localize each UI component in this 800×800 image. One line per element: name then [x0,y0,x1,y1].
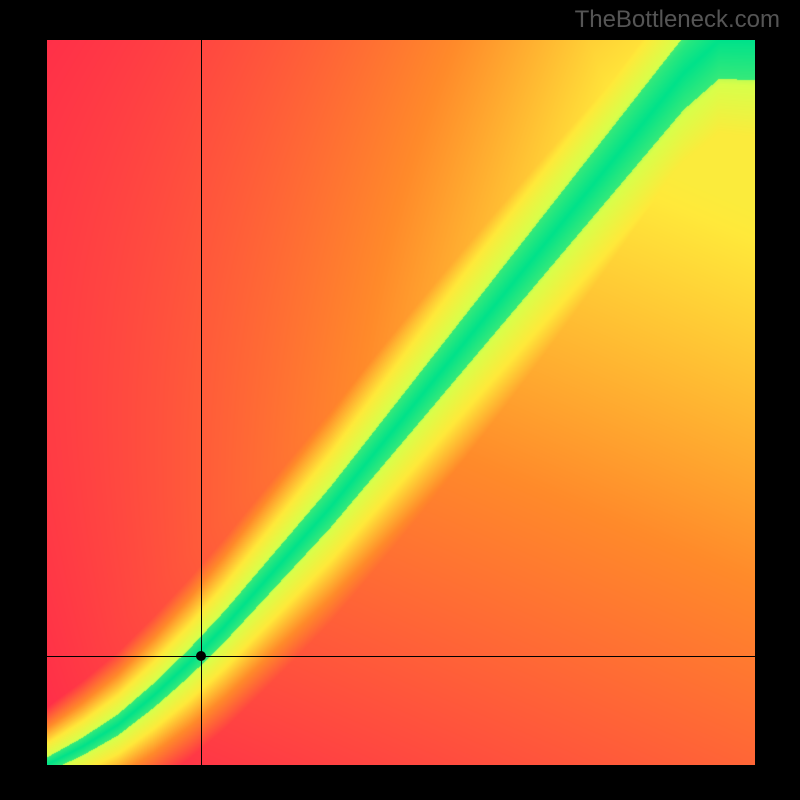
crosshair-horizontal [47,656,755,657]
figure-root: TheBottleneck.com [0,0,800,800]
heatmap-plot-area [47,40,755,765]
data-point-marker [196,651,206,661]
watermark-text: TheBottleneck.com [575,6,780,34]
